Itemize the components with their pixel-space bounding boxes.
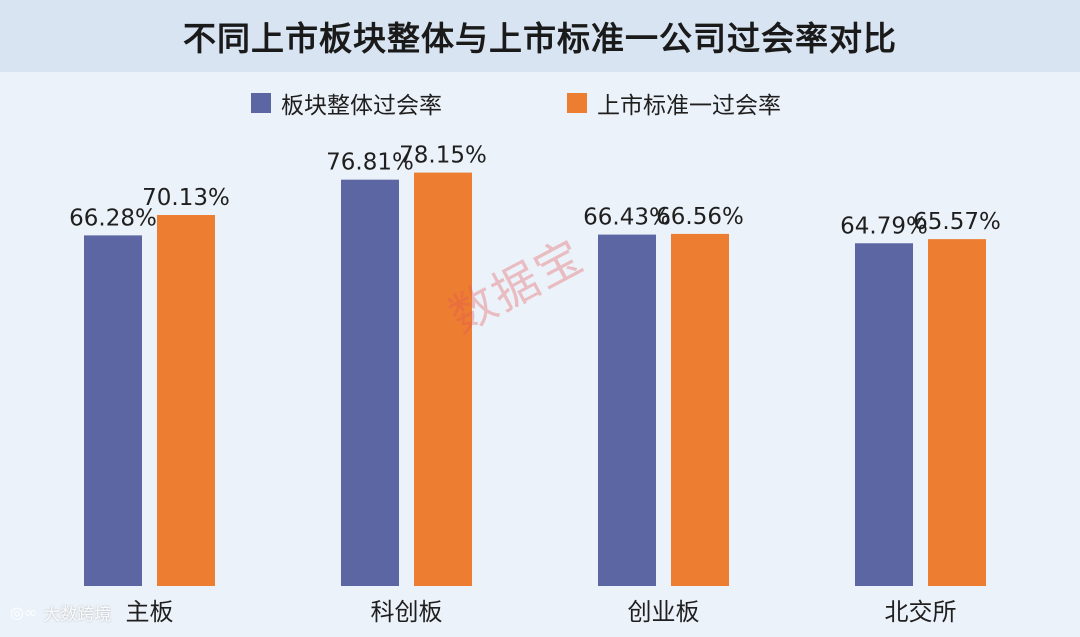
legend-label-series2: 上市标准一过会率 <box>597 93 781 119</box>
data-label-standard1-1: 78.15% <box>399 143 487 169</box>
bar-overall-2 <box>598 234 656 586</box>
legend-swatch-series2 <box>567 93 587 113</box>
chart-title: 不同上市板块整体与上市标准一公司过会率对比 <box>183 19 897 58</box>
data-label-standard1-0: 70.13% <box>142 185 230 211</box>
bar-overall-0 <box>84 235 142 587</box>
category-label-1: 科创板 <box>371 598 443 626</box>
source-watermark-text: 大数跨境 <box>43 605 112 625</box>
data-label-overall-3: 64.79% <box>840 213 928 239</box>
category-label-0: 主板 <box>126 598 174 626</box>
bar-overall-1 <box>341 179 399 586</box>
category-label-2: 创业板 <box>628 598 700 626</box>
source-watermark: ◎∞ 大数跨境 <box>10 600 111 625</box>
category-label-3: 北交所 <box>885 598 957 626</box>
source-logo-icon: ◎∞ <box>10 603 38 622</box>
data-label-overall-1: 76.81% <box>326 150 414 176</box>
bar-standard1-2 <box>671 233 729 587</box>
data-label-overall-2: 66.43% <box>583 205 671 231</box>
data-label-standard1-3: 65.57% <box>913 209 1001 235</box>
legend-item-series1: 板块整体过会率 <box>251 86 442 120</box>
title-bar: 不同上市板块整体与上市标准一公司过会率对比 <box>0 0 1080 72</box>
bar-standard1-3 <box>928 239 986 586</box>
data-label-overall-0: 66.28% <box>69 205 157 231</box>
legend-item-series2: 上市标准一过会率 <box>567 86 781 120</box>
bar-standard1-1 <box>414 172 472 587</box>
legend: 板块整体过会率 上市标准一过会率 <box>0 86 1080 120</box>
bar-standard1-0 <box>157 215 215 586</box>
bar-overall-3 <box>855 243 913 586</box>
data-label-standard1-2: 66.56% <box>656 204 744 230</box>
legend-label-series1: 板块整体过会率 <box>281 93 442 119</box>
legend-swatch-series1 <box>251 93 271 113</box>
